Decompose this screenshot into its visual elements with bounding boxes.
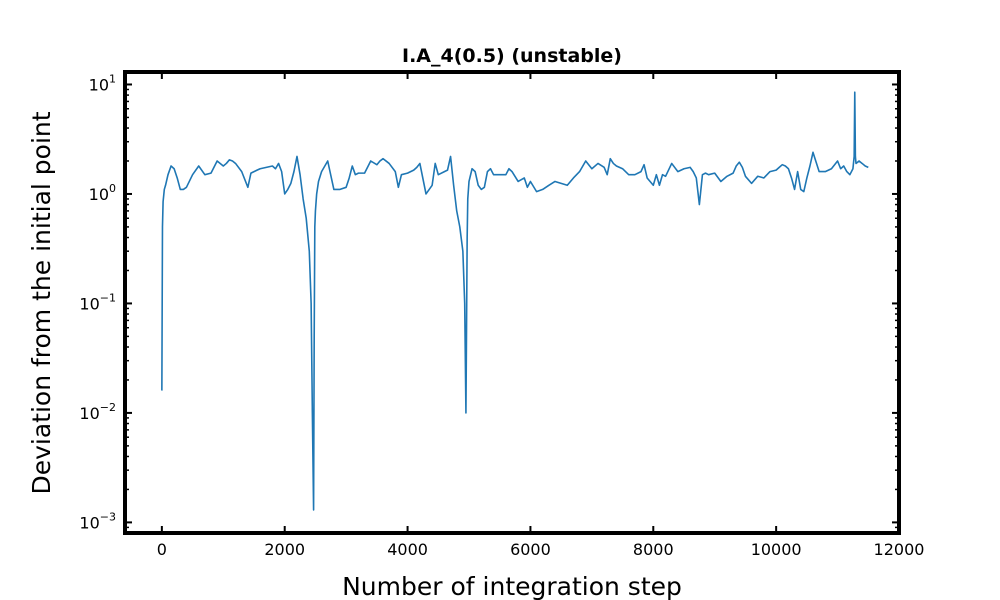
plot-area bbox=[161, 91, 869, 511]
series-line-0 bbox=[161, 91, 869, 511]
y-axis-label: Deviation from the initial point bbox=[27, 111, 56, 494]
x-tick-label: 2000 bbox=[264, 540, 305, 559]
y-tick-label: 10−3 bbox=[79, 510, 116, 532]
y-tick-label: 100 bbox=[89, 182, 116, 204]
y-tick-label: 10−2 bbox=[79, 401, 116, 423]
x-tick-label: 6000 bbox=[510, 540, 551, 559]
x-tick-label: 4000 bbox=[387, 540, 428, 559]
chart-title: I.A_4(0.5) (unstable) bbox=[402, 45, 622, 67]
y-tick-label: 101 bbox=[89, 72, 116, 94]
x-tick-label: 8000 bbox=[633, 540, 674, 559]
x-axis-label: Number of integration step bbox=[342, 572, 682, 600]
x-tick-label: 0 bbox=[157, 540, 167, 559]
x-tick-label: 12000 bbox=[874, 540, 925, 559]
y-axis: 10−3 10−2 10−1 100 101 bbox=[79, 72, 899, 534]
y-tick-label: 10−1 bbox=[79, 291, 116, 313]
x-axis: 0 2000 4000 6000 8000 10000 12000 bbox=[157, 72, 925, 559]
x-tick-label: 10000 bbox=[751, 540, 802, 559]
axes-frame bbox=[123, 70, 901, 535]
